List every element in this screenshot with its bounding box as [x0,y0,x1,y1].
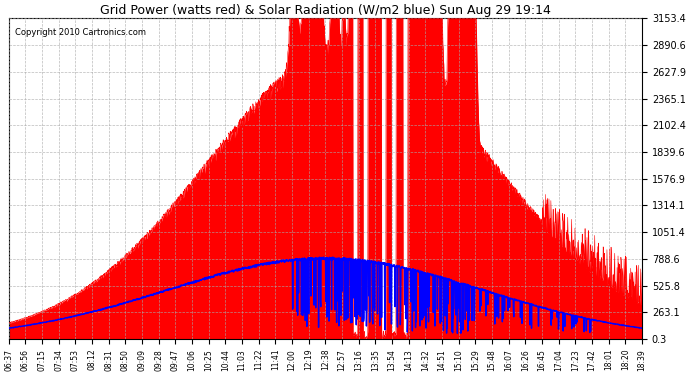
Title: Grid Power (watts red) & Solar Radiation (W/m2 blue) Sun Aug 29 19:14: Grid Power (watts red) & Solar Radiation… [100,4,551,17]
Text: Copyright 2010 Cartronics.com: Copyright 2010 Cartronics.com [15,28,146,37]
